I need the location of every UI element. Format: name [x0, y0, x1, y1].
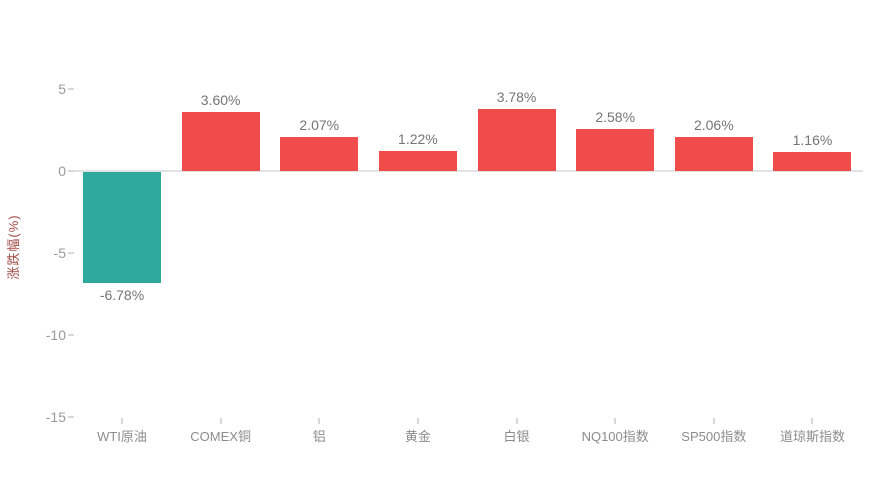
bar-COMEX铜	[181, 111, 260, 171]
x-axis-label-COMEX铜: COMEX铜	[190, 429, 251, 444]
x-tick-mark	[416, 418, 419, 424]
y-tick-mark	[68, 252, 74, 254]
x-axis-label-白银: 白银	[503, 429, 530, 444]
bar-铝	[280, 137, 359, 171]
bar-NQ100指数	[576, 128, 655, 171]
bar-道琼斯指数	[773, 151, 852, 171]
x-axis-label-道琼斯指数: 道琼斯指数	[779, 429, 845, 444]
y-tick-label: -10	[45, 327, 66, 343]
bar-SP500指数	[674, 137, 753, 171]
y-tick-label: -5	[53, 245, 66, 261]
y-tick-label: -15	[45, 409, 66, 425]
x-axis-label-WTI原油: WTI原油	[97, 429, 147, 444]
y-tick-label: 0	[58, 163, 66, 179]
y-tick-mark	[68, 170, 74, 172]
bar-白银	[477, 109, 556, 171]
bar-value-label: 2.58%	[595, 108, 636, 125]
bar-value-label: 2.07%	[299, 117, 340, 134]
bar-value-label: -6.78%	[99, 287, 145, 304]
x-tick-mark	[811, 418, 814, 424]
x-axis-label-铝: 铝	[312, 429, 326, 444]
y-tick-mark	[68, 416, 74, 418]
x-tick-mark	[219, 418, 222, 424]
bar-WTI原油	[83, 172, 161, 284]
x-tick-mark	[614, 418, 617, 424]
y-tick-mark	[68, 88, 74, 90]
y-tick-mark	[68, 334, 74, 336]
x-axis-label-SP500指数: SP500指数	[681, 429, 747, 444]
zero-baseline	[74, 170, 863, 172]
x-tick-mark	[318, 418, 321, 424]
x-tick-mark	[515, 418, 518, 424]
bar-value-label: 3.78%	[496, 89, 537, 105]
x-axis-label-NQ100指数: NQ100指数	[581, 429, 649, 444]
bar-value-label: 1.16%	[792, 131, 833, 148]
bar-value-label: 3.60%	[200, 91, 241, 108]
bar-value-label: 2.06%	[693, 117, 734, 134]
x-tick-mark	[712, 418, 715, 424]
y-tick-label: 5	[58, 81, 66, 97]
bar-value-label: 1.22%	[398, 130, 438, 147]
bar-黄金	[378, 150, 457, 171]
x-axis-label-黄金: 黄金	[404, 429, 431, 444]
x-tick-mark	[121, 418, 123, 424]
